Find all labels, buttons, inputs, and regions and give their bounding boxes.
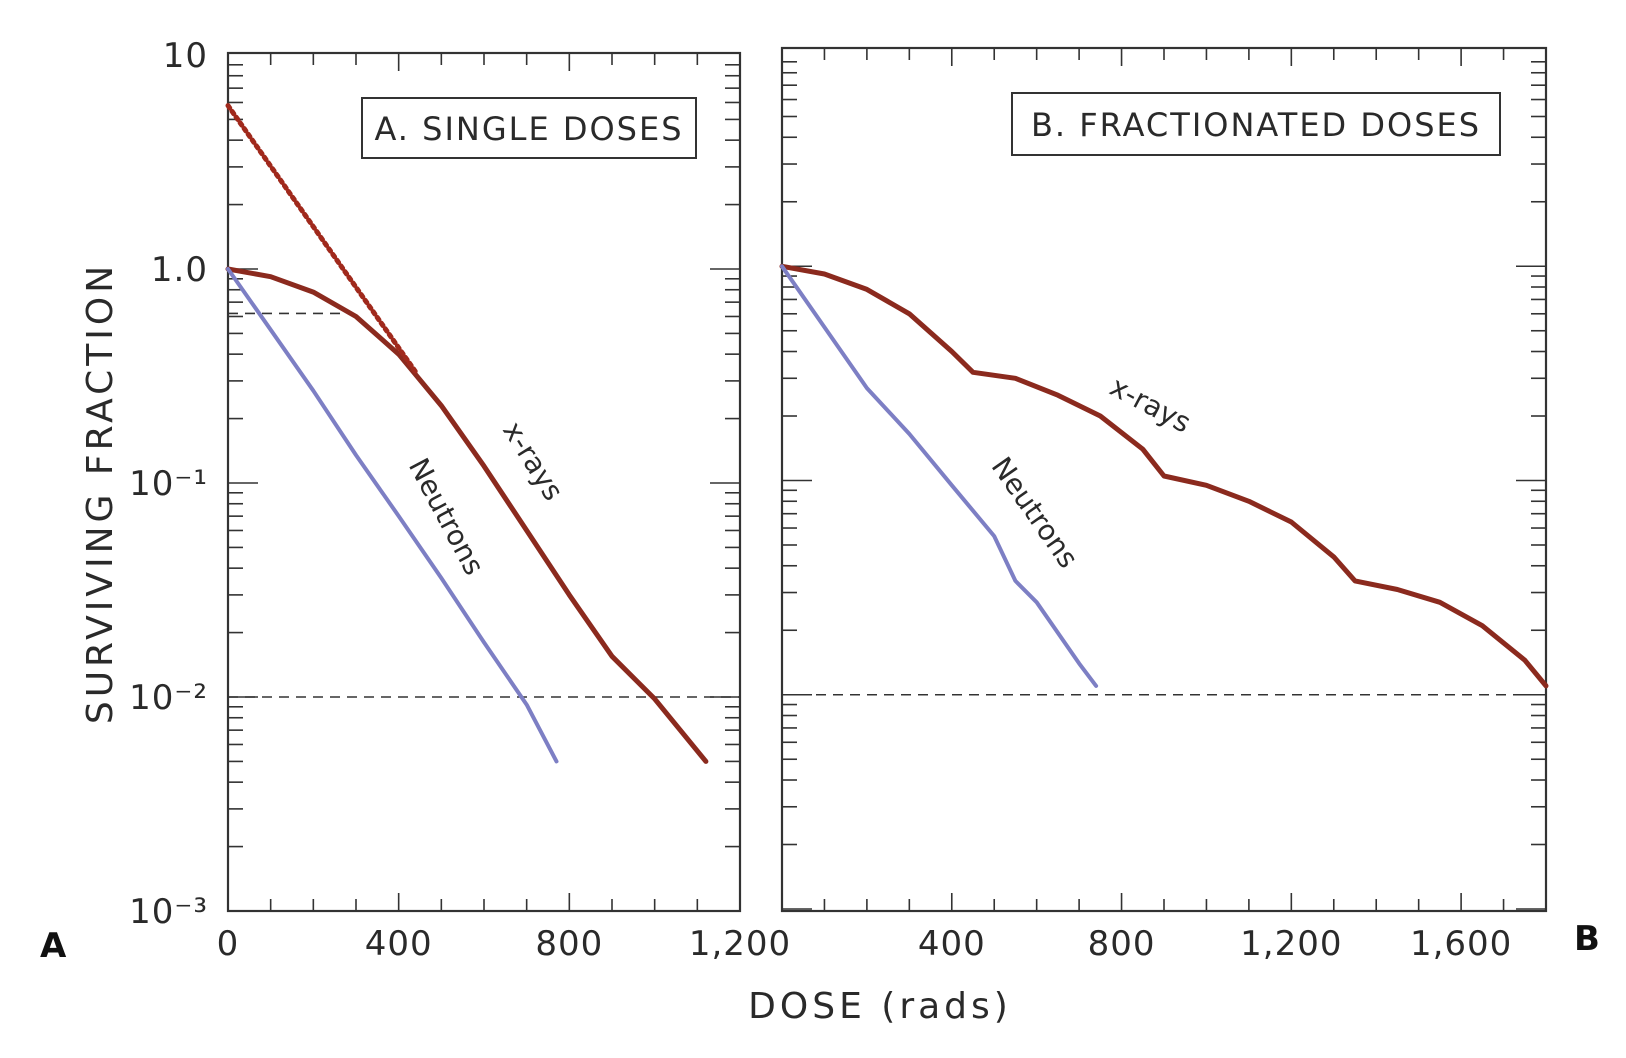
y-tick-label: 10 (163, 36, 208, 76)
panel-b-title: B. FRACTIONATED DOSES (1031, 106, 1481, 144)
panel-a-ticks (227, 53, 741, 912)
y-tick-labels: 10 1.0 10⁻¹ 10⁻² 10⁻³ (129, 36, 208, 932)
panel-a-neutrons-label: Neutrons (402, 453, 491, 581)
panel-b-title-box (1011, 92, 1501, 156)
neutrons-curve (226, 267, 559, 764)
extrapolation-line (225, 103, 419, 375)
x-tick-label: 1,600 (1410, 924, 1512, 964)
panel-b-letter: B (1574, 919, 1600, 959)
x-tick-label: 800 (535, 924, 603, 964)
panel-a-curves (225, 103, 709, 764)
y-tick-label: 1.0 (151, 250, 208, 290)
x-axis-label: DOSE (rads) (748, 986, 1012, 1027)
x-tick-label: 400 (365, 924, 433, 964)
panel-b-x-tick-labels: 400 800 1,200 1,600 (918, 924, 1512, 964)
panel-a-title: A. SINGLE DOSES (374, 110, 683, 148)
y-tick-label: 10⁻² (129, 678, 208, 718)
panel-a-single-doses: A. SINGLE DOSES 0 400 800 1,200 x-rays Neut… (40, 51, 791, 966)
x-tick-label: 1,200 (1240, 924, 1342, 964)
panel-a-xrays-label: x-rays (496, 416, 570, 507)
x-tick-label: 400 (918, 924, 986, 964)
panel-a-frame (226, 51, 742, 913)
panel-b-fractionated-doses: B. FRACTIONATED DOSES 400 800 1,200 1,600 x… (779, 46, 1600, 964)
panel-b-neutrons-label: Neutrons (985, 451, 1085, 574)
xrays-curve (779, 263, 1549, 689)
xrays-curve (225, 266, 709, 764)
y-tick-label: 10⁻¹ (129, 464, 208, 504)
panel-b-frame (780, 46, 1548, 913)
y-tick-label: 10⁻³ (129, 892, 208, 932)
x-tick-label: 1,200 (689, 924, 791, 964)
x-tick-label: 0 (217, 924, 240, 964)
neutrons-curve (780, 264, 1099, 688)
panel-b-curves (779, 263, 1549, 689)
panel-a-x-tick-labels: 0 400 800 1,200 (217, 924, 791, 964)
x-tick-label: 800 (1088, 924, 1156, 964)
panel-a-title-box (361, 97, 697, 159)
y-axis-label: SURVIVING FRACTION (80, 262, 121, 724)
panel-b-ticks (781, 48, 1547, 911)
panel-a-letter: A (40, 926, 67, 966)
